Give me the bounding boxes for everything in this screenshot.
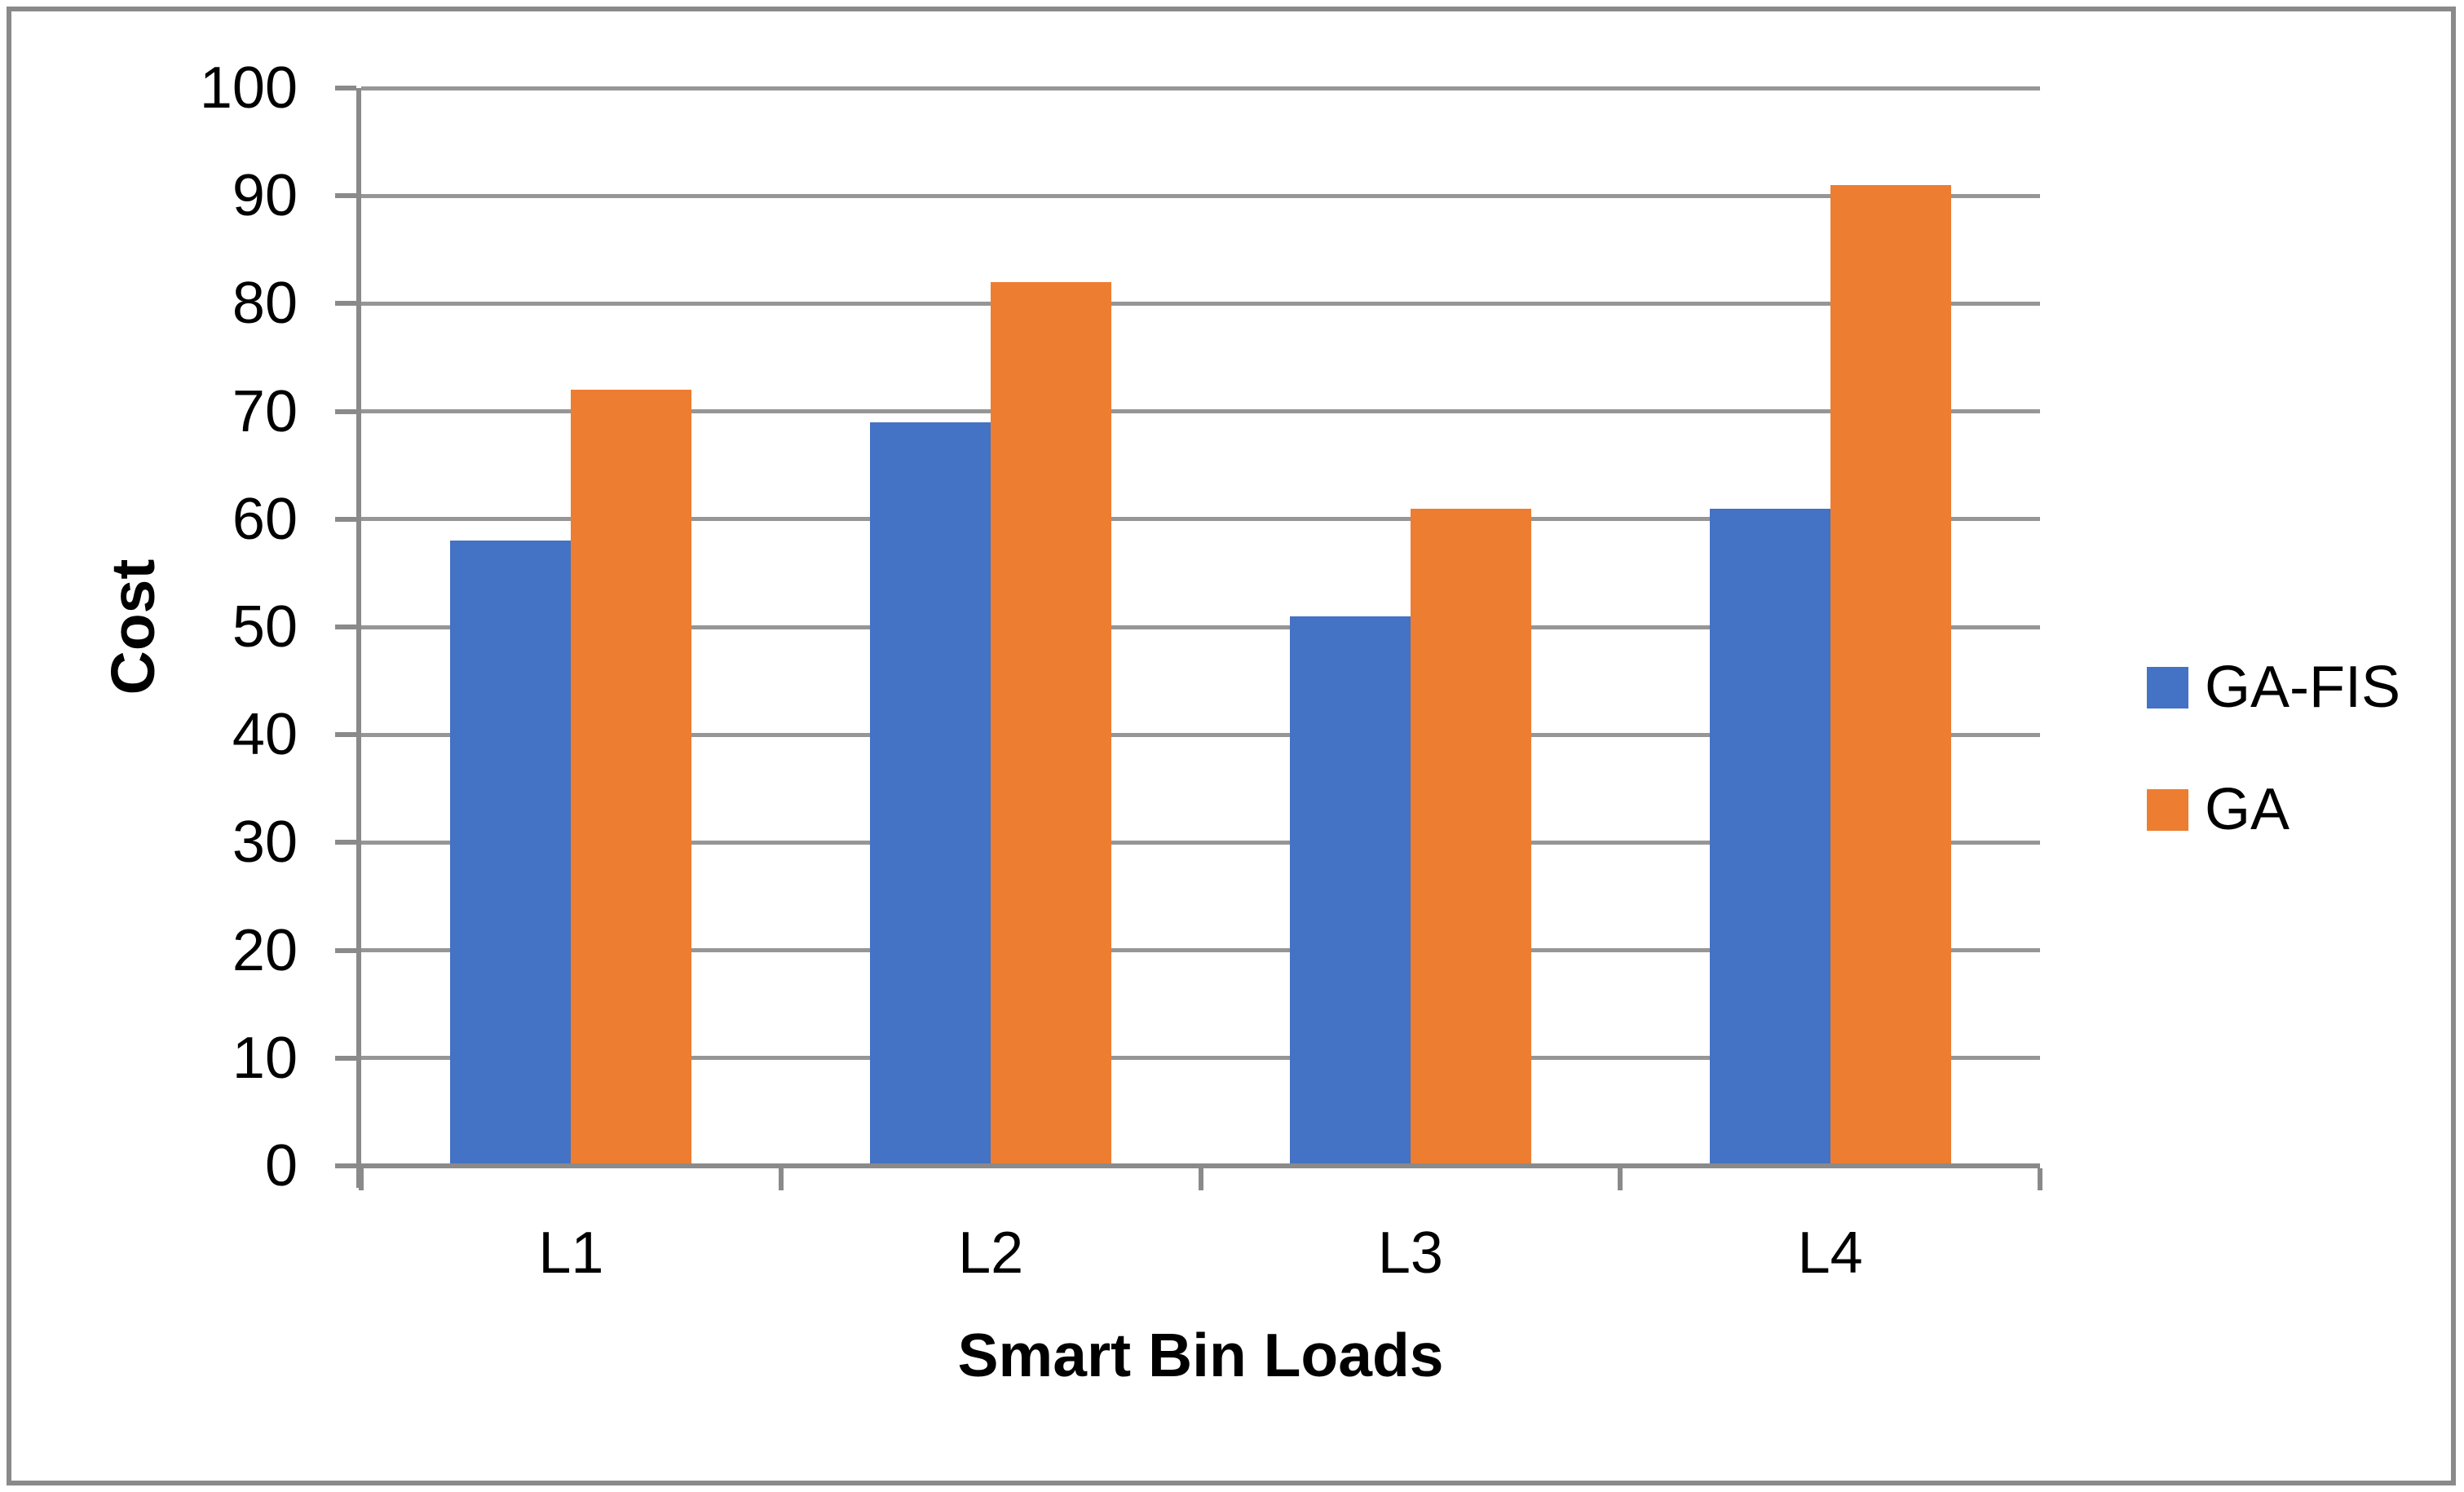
bar-ga-fis-l1 [450,541,572,1166]
category-label-l3: L3 [1377,1221,1443,1286]
x-tick-3 [1618,1168,1623,1190]
legend-label-ga: GA [2205,777,2290,842]
plot-area [335,86,2042,1190]
y-tick-label-40: 40 [232,702,298,768]
legend-item-ga: GA [2147,779,2290,841]
gridline-50 [361,625,2040,629]
bar-ga-l3 [1410,508,1531,1166]
gridline-70 [361,409,2040,414]
y-tick-label-20: 20 [232,917,298,983]
y-tick-60 [335,516,356,522]
y-tick-20 [335,947,356,953]
gridline-10 [361,1056,2040,1061]
y-tick-label-60: 60 [232,486,298,552]
y-tick-label-80: 80 [232,271,298,337]
y-tick-10 [335,1055,356,1061]
y-tick-40 [335,732,356,738]
y-tick-80 [335,301,356,307]
y-tick-100 [335,86,356,90]
category-label-l1: L1 [538,1221,604,1286]
x-axis-line [361,1163,2040,1168]
y-tick-label-0: 0 [264,1133,298,1198]
bar-ga-l1 [571,390,692,1166]
category-label-l2: L2 [958,1221,1024,1286]
legend-label-ga-fis: GA-FIS [2205,655,2401,720]
bar-ga-l2 [991,281,1112,1166]
legend-swatch-ga [2147,788,2188,831]
y-tick-label-50: 50 [232,594,298,660]
bar-ga-fis-l3 [1289,616,1411,1166]
gridline-20 [361,948,2040,953]
y-tick-30 [335,840,356,845]
y-tick-50 [335,625,356,629]
bar-ga-fis-l4 [1709,508,1830,1166]
x-tick-0 [359,1168,364,1190]
gridline-80 [361,301,2040,306]
y-axis-line [356,88,361,1188]
gridline-60 [361,517,2040,522]
bar-ga-fis-l2 [870,422,991,1166]
x-axis-title: Smart Bin Loads [957,1321,1444,1389]
category-label-l4: L4 [1797,1221,1863,1286]
y-tick-label-30: 30 [232,810,298,876]
x-tick-1 [778,1168,784,1190]
y-tick-label-90: 90 [232,163,298,229]
legend-item-ga-fis: GA-FIS [2147,656,2400,718]
gridline-40 [361,732,2040,737]
y-tick-90 [335,193,356,199]
y-tick-70 [335,408,356,414]
gridline-90 [361,193,2040,198]
legend: GA-FIS GA [2147,0,2457,1492]
legend-swatch-ga-fis [2147,666,2188,708]
bar-ga-l4 [1830,184,1951,1166]
gridline-100 [361,86,2040,90]
x-tick-4 [2038,1168,2042,1190]
y-tick-0 [335,1163,356,1168]
y-tick-label-10: 10 [232,1025,298,1091]
x-tick-2 [1198,1168,1203,1190]
y-tick-label-70: 70 [232,378,298,444]
gridline-30 [361,840,2040,845]
y-tick-label-100: 100 [199,55,298,121]
